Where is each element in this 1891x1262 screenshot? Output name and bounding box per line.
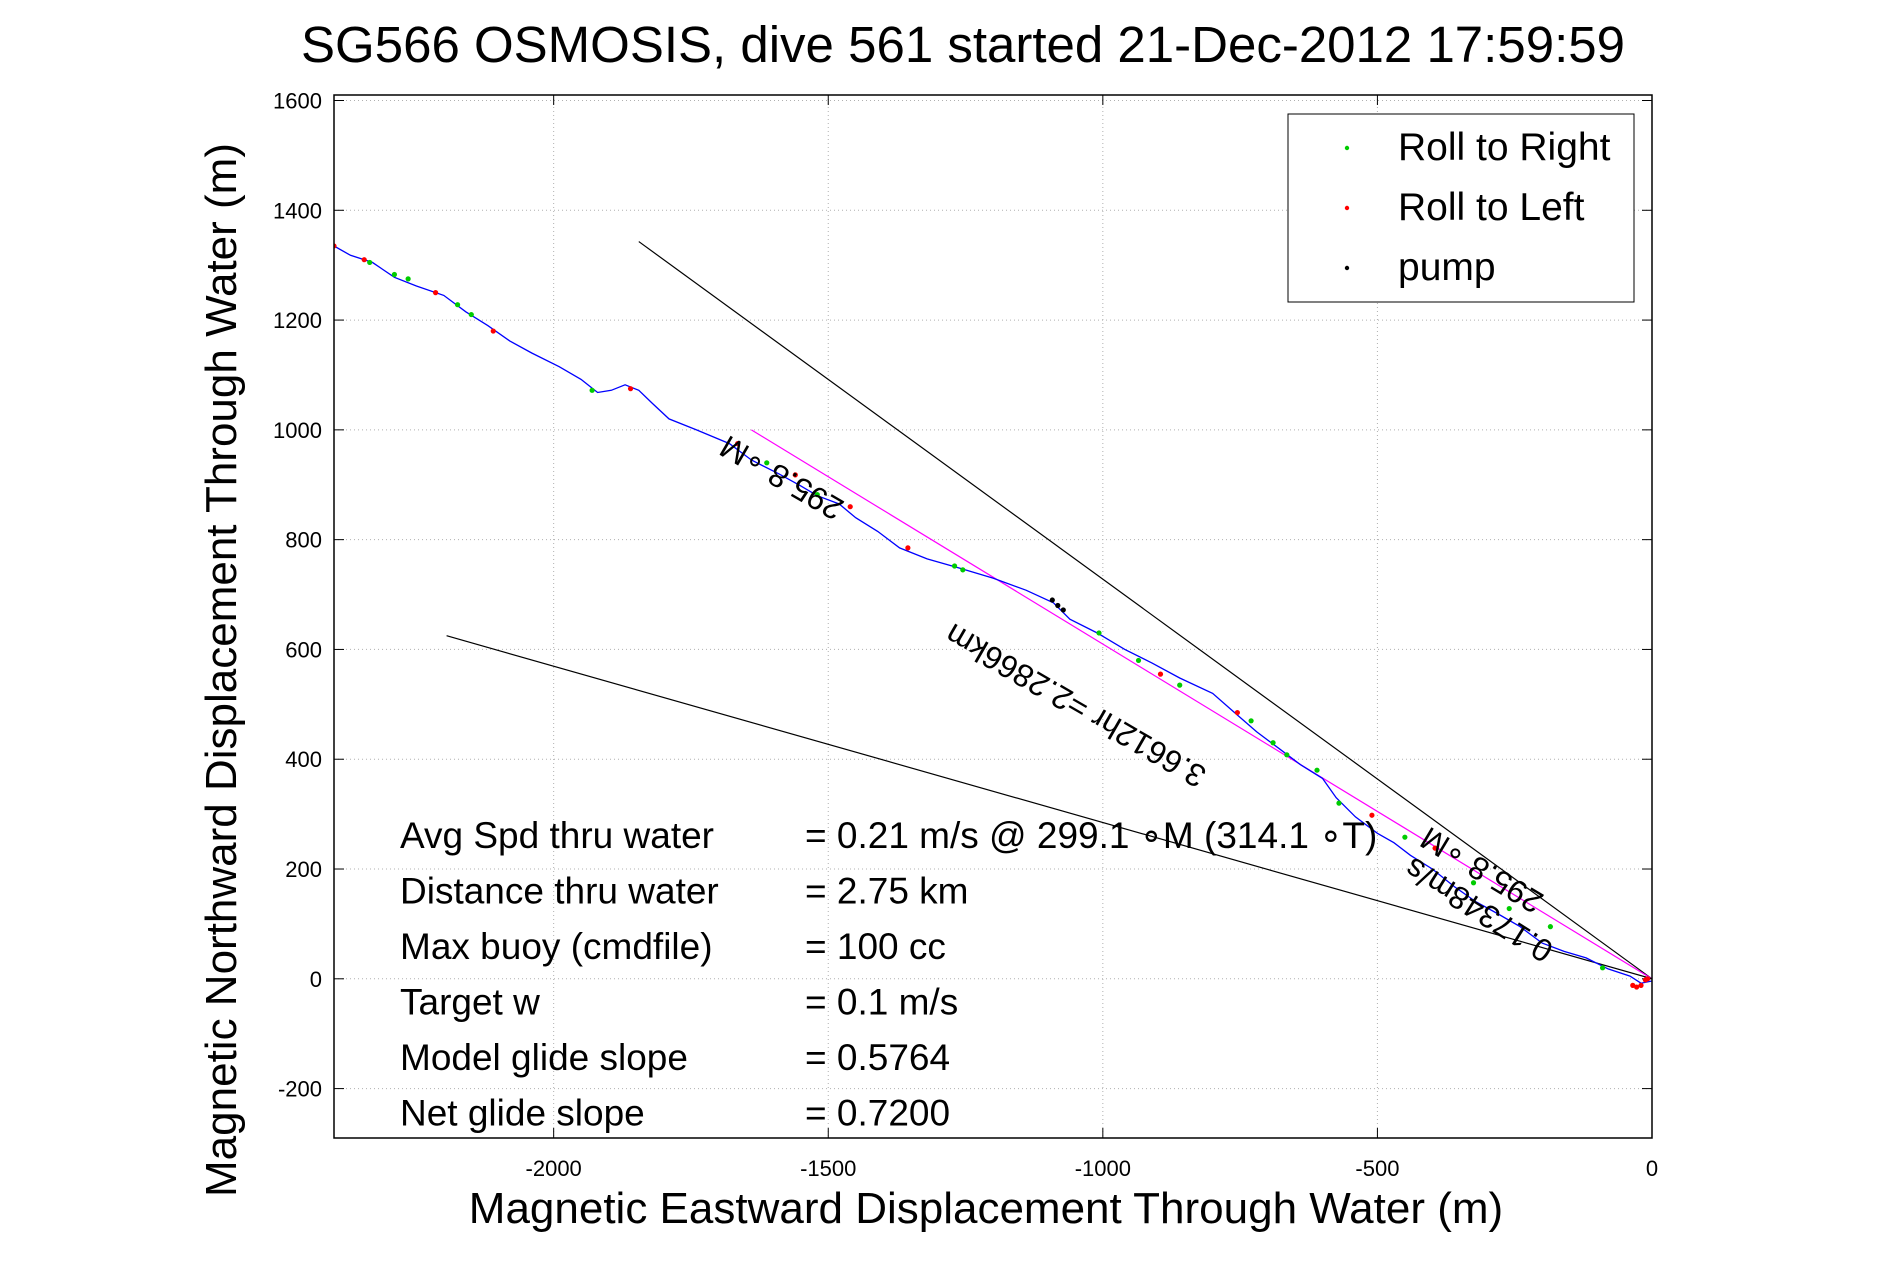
x-tick-label: -1000 <box>1075 1156 1131 1181</box>
stat-label: Distance thru water <box>400 871 719 912</box>
stat-value: = 0.1 m/s <box>805 982 958 1023</box>
roll-to-right-marker <box>1314 767 1320 773</box>
legend-marker <box>1344 265 1350 271</box>
reference-line <box>446 635 1652 980</box>
stat-value: = 0.7200 <box>805 1093 950 1134</box>
stat-label: Avg Spd thru water <box>400 815 714 856</box>
reference-line <box>751 429 1652 980</box>
roll-to-left-marker <box>792 472 798 478</box>
roll-to-left-marker <box>735 440 741 447</box>
roll-to-left-marker <box>1630 982 1636 988</box>
roll-to-left-marker <box>1432 845 1438 851</box>
y-tick-label: 1000 <box>273 418 322 443</box>
legend-marker <box>1344 145 1350 151</box>
pump-marker <box>1055 602 1061 609</box>
roll-to-right-marker <box>1248 718 1254 724</box>
roll-to-right-marker <box>1135 657 1142 664</box>
y-tick-label: 200 <box>285 857 322 882</box>
x-tick-label: -1500 <box>800 1156 856 1181</box>
roll-to-left-marker <box>627 386 634 392</box>
roll-to-right-marker <box>1096 630 1102 636</box>
roll-to-right-marker <box>951 563 958 569</box>
x-tick-label: 0 <box>1646 1156 1658 1181</box>
roll-to-right-marker <box>589 387 595 393</box>
y-tick-label: 400 <box>285 747 322 772</box>
y-tick-label: 1400 <box>273 198 322 223</box>
plot-data <box>334 241 1652 990</box>
roll-to-left-marker <box>905 545 911 551</box>
stat-label: Target w <box>400 982 540 1023</box>
roll-to-right-marker <box>391 271 398 278</box>
stat-value: = 0.5764 <box>805 1037 950 1078</box>
roll-to-right-marker <box>367 259 373 266</box>
stat-label: Net glide slope <box>400 1093 645 1134</box>
roll-to-right-marker <box>1270 740 1276 746</box>
y-tick-label: 1600 <box>273 88 322 113</box>
roll-to-right-marker <box>1547 924 1554 930</box>
roll-to-right-marker <box>405 276 411 282</box>
y-tick-label: 600 <box>285 637 322 662</box>
legend-label: Roll to Right <box>1398 126 1611 169</box>
legend-label: pump <box>1398 246 1496 289</box>
roll-to-left-marker <box>1645 976 1651 982</box>
pump-marker <box>1049 597 1055 603</box>
roll-to-right-marker <box>1336 800 1342 806</box>
roll-to-left-marker <box>1369 812 1375 818</box>
stat-label: Model glide slope <box>400 1037 688 1078</box>
y-tick-label: -200 <box>278 1077 322 1102</box>
chart-title: SG566 OSMOSIS, dive 561 started 21-Dec-2… <box>301 16 1625 73</box>
y-tick-label: 1200 <box>273 308 322 333</box>
roll-to-right-marker <box>1470 880 1477 886</box>
plot-area: -2000 -1500 -1000 -500 0-2000200400600800100… <box>273 88 1658 1181</box>
y-tick-label: 800 <box>285 528 322 553</box>
stat-value: = 100 cc <box>805 926 946 967</box>
roll-to-right-marker <box>1402 834 1408 840</box>
roll-to-right-marker <box>1506 905 1512 912</box>
legend-marker <box>1344 205 1350 211</box>
x-tick-label: -500 <box>1355 1156 1399 1181</box>
reference-line <box>638 241 1652 980</box>
axes-box <box>333 94 1653 1139</box>
y-tick-label: 0 <box>310 967 322 992</box>
roll-to-left-marker <box>1234 709 1240 716</box>
roll-to-left-marker <box>490 328 496 334</box>
x-axis-label: Magnetic Eastward Displacement Through W… <box>469 1184 1503 1233</box>
track-line <box>334 245 1652 984</box>
stat-value: = 2.75 km <box>805 871 969 912</box>
annotation-label: 3.6612hr =2.2866km <box>939 616 1212 794</box>
roll-to-right-marker <box>764 460 770 466</box>
roll-to-right-marker <box>1599 965 1606 971</box>
roll-to-right-marker <box>814 492 820 498</box>
roll-to-right-marker <box>1284 752 1290 758</box>
y-axis-label: Magnetic Northward Displacement Through … <box>197 143 246 1197</box>
legend-label: Roll to Left <box>1398 186 1585 229</box>
x-tick-label: -2000 <box>526 1156 582 1181</box>
roll-to-right-marker <box>454 302 461 308</box>
roll-to-left-marker <box>1157 671 1164 677</box>
stat-value: = 0.21 m/s @ 299.1 ∘M (314.1 ∘T) <box>805 815 1377 856</box>
legend: Roll to Right Roll to Left pump <box>1287 113 1635 303</box>
roll-to-right-marker <box>1177 682 1183 688</box>
roll-to-left-marker <box>1638 982 1644 988</box>
roll-to-left-marker <box>847 504 853 510</box>
pump-marker <box>1060 607 1066 613</box>
roll-to-right-marker <box>960 567 966 573</box>
roll-to-left-marker <box>432 290 439 296</box>
roll-to-left-marker <box>361 257 367 263</box>
roll-to-right-marker <box>468 311 474 318</box>
stat-label: Max buoy (cmdfile) <box>400 926 713 967</box>
